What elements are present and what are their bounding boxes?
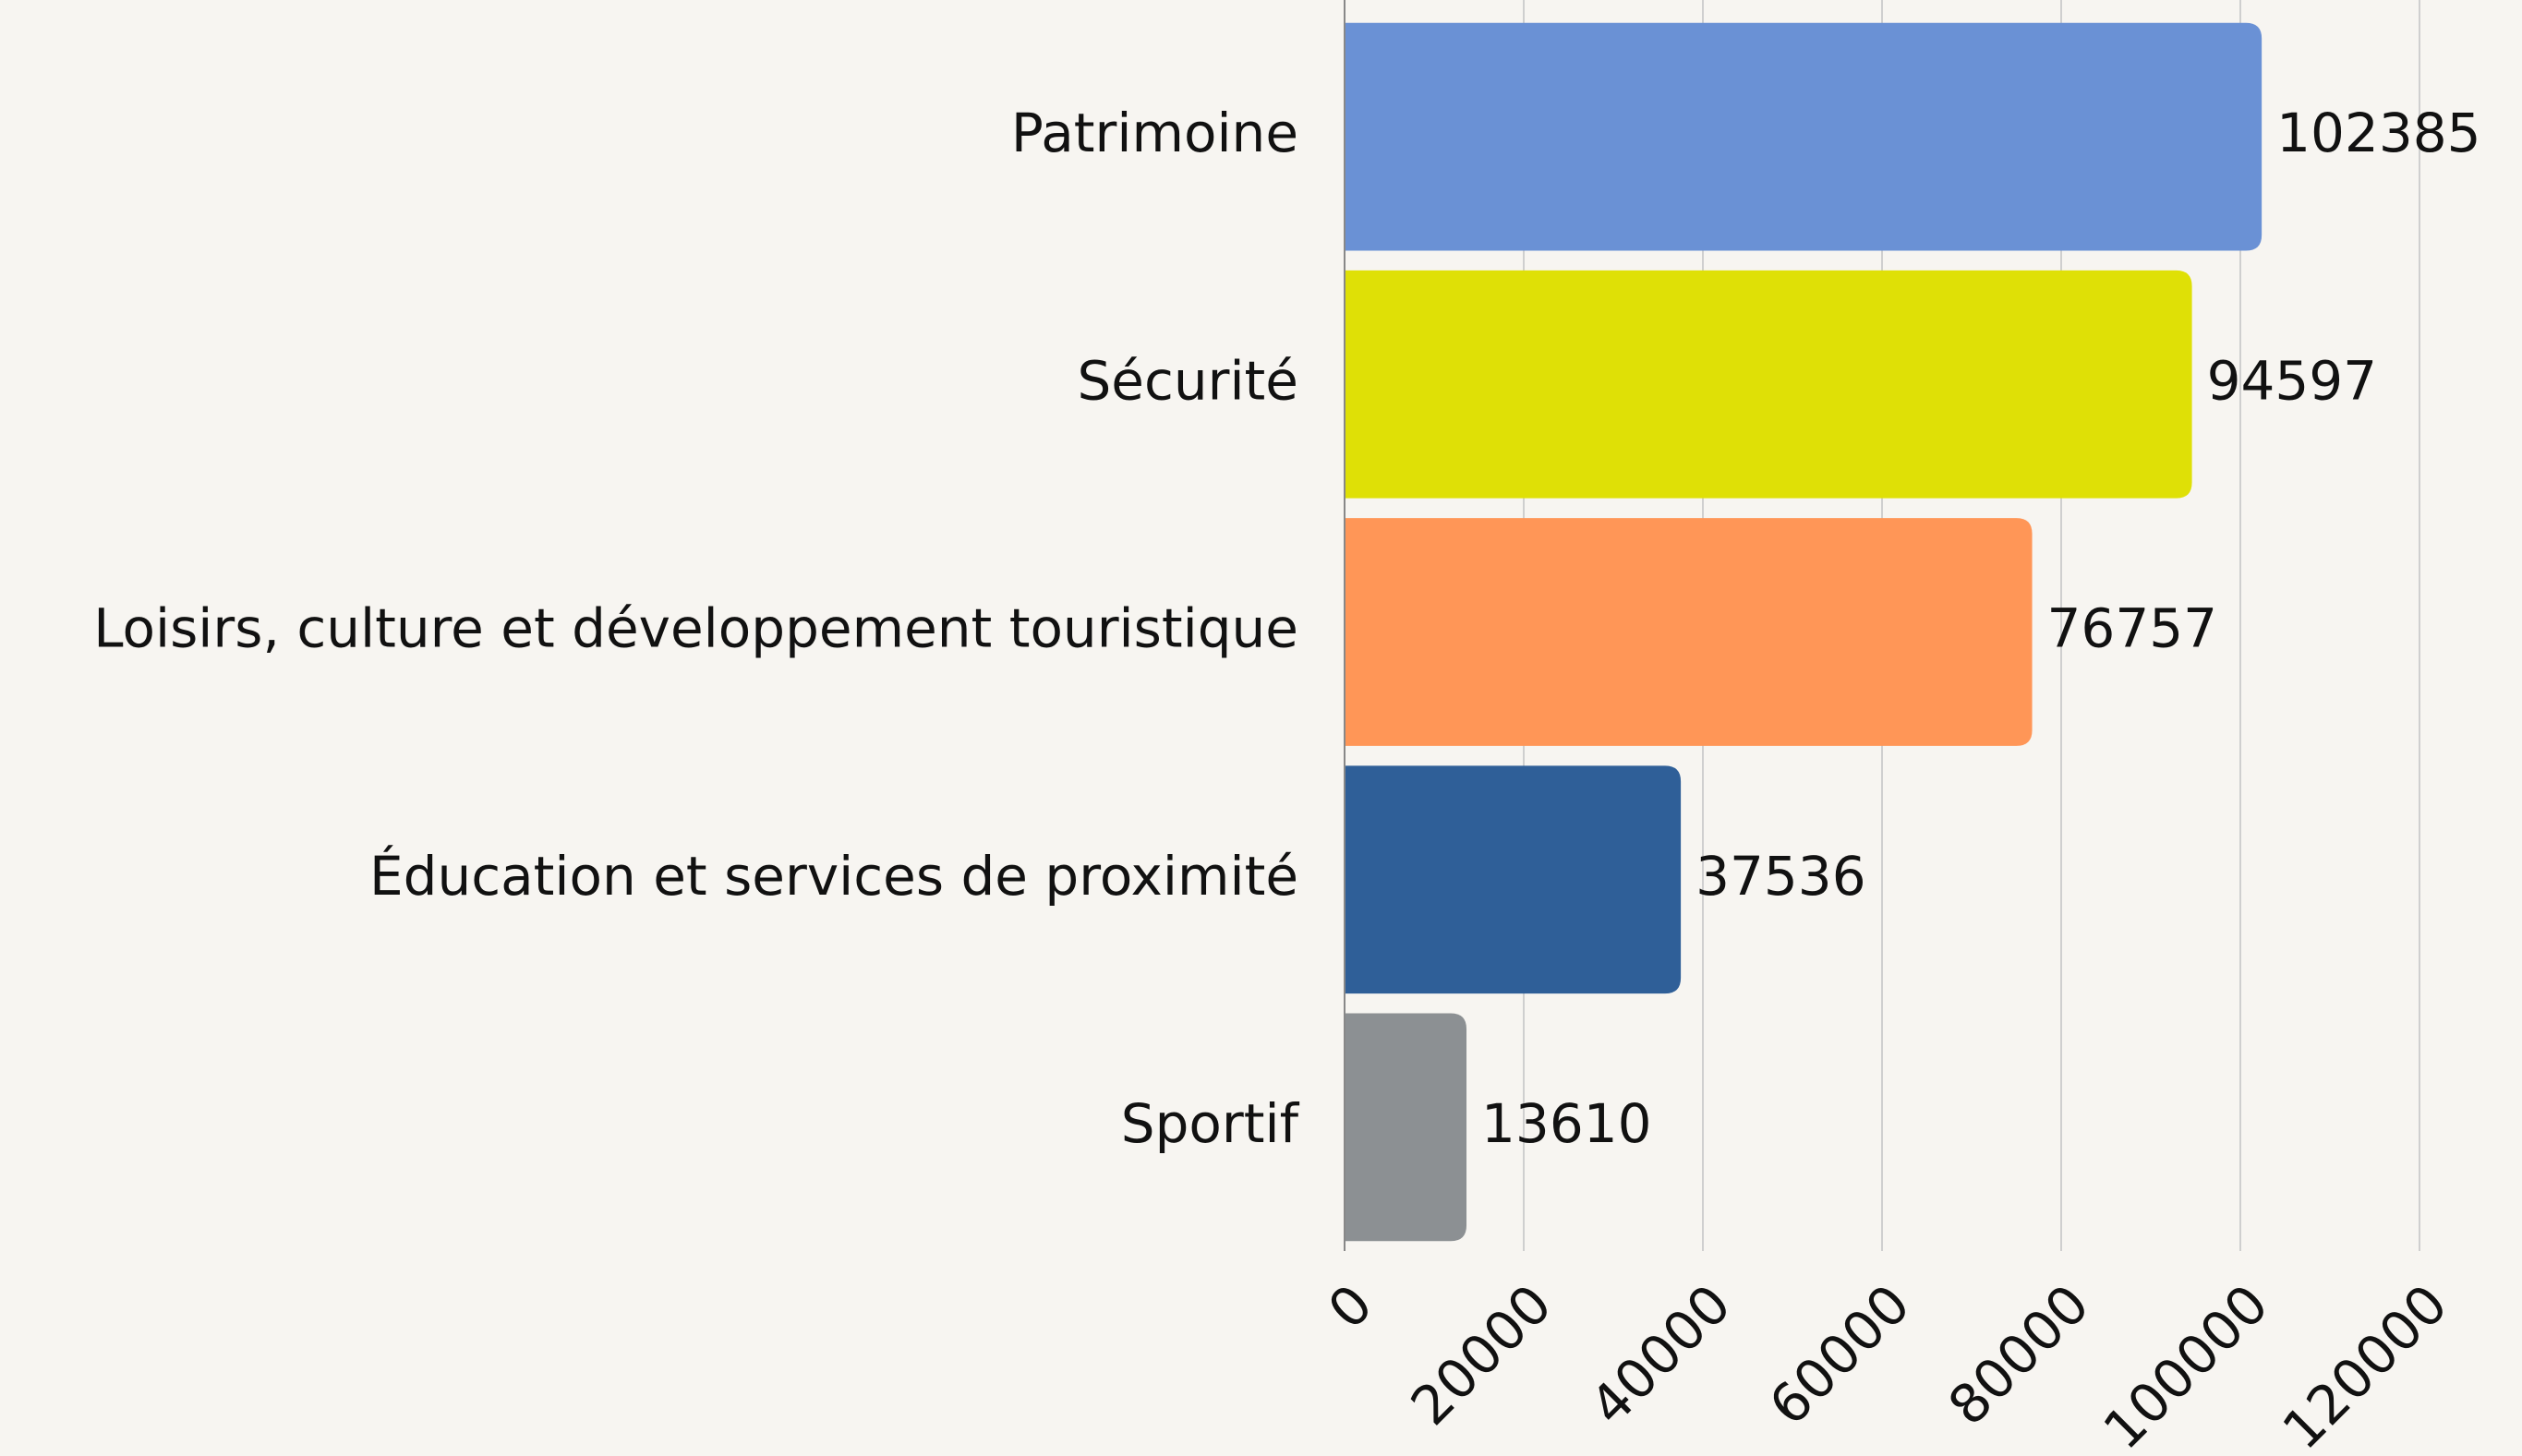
bar: [1345, 765, 1682, 994]
y-tick-label: Éducation et services de proximité: [369, 844, 1298, 908]
value-label: 37536: [1695, 845, 1866, 908]
value-label: 102385: [2276, 102, 2480, 164]
x-tick-label: 60000: [1757, 1272, 1923, 1438]
bar: [1345, 518, 2033, 746]
bar: [1345, 1013, 1467, 1242]
bar: [1345, 22, 2263, 251]
value-label: 13610: [1481, 1092, 1652, 1155]
value-label: 94597: [2207, 349, 2378, 412]
x-tick-label: 80000: [1937, 1272, 2102, 1438]
y-tick-label: Patrimoine: [1011, 102, 1298, 164]
x-tick-label: 0: [1316, 1272, 1384, 1341]
x-tick-label: 40000: [1578, 1272, 1744, 1438]
x-tick-label: 100000: [2092, 1272, 2281, 1456]
x-tick-label: 20000: [1399, 1272, 1564, 1438]
bar: [1345, 270, 2192, 499]
y-tick-label: Sécurité: [1077, 349, 1298, 412]
x-tick-label: 120000: [2271, 1272, 2460, 1456]
value-label: 76757: [2047, 597, 2218, 660]
y-tick-label: Sportif: [1121, 1092, 1300, 1155]
y-tick-label: Loisirs, culture et développement touris…: [93, 597, 1298, 660]
